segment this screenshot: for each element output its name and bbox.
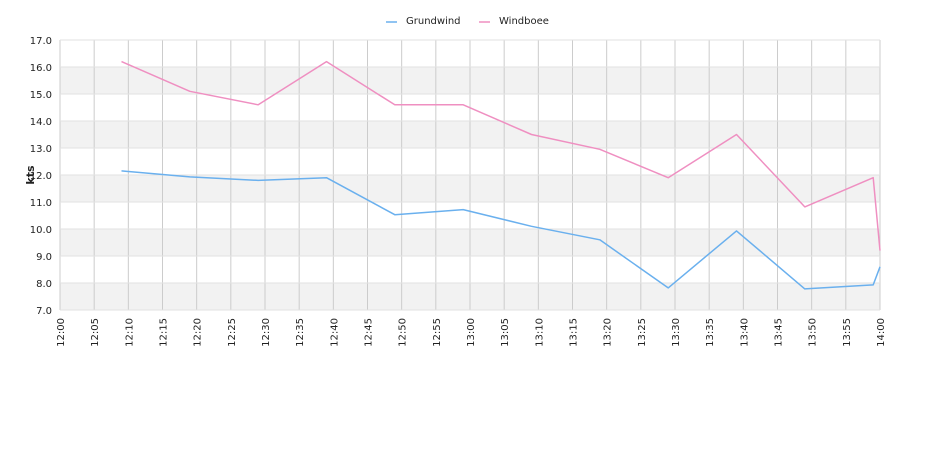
- x-tick-label: 12:40: [329, 318, 340, 347]
- x-tick-label: 13:35: [705, 318, 716, 347]
- y-tick-label: 7.0: [36, 306, 52, 317]
- x-tick-label: 13:55: [842, 318, 853, 347]
- x-tick-label: 13:10: [534, 318, 545, 347]
- x-tick-label: 12:20: [193, 318, 204, 347]
- series-lines: [121, 60, 881, 290]
- y-axis-ticks: 7.0 8.0 9.0 10.0 11.0 12.0 13.0 14.0 15.0 16.0 17.…: [30, 36, 52, 317]
- x-tick-label: 12:35: [295, 318, 306, 347]
- x-tick-label: 12:30: [261, 318, 272, 347]
- x-tick-label: 13:25: [637, 318, 648, 347]
- x-tick-label: 12:55: [432, 318, 443, 347]
- legend-item-grundwind[interactable]: Grundwind: [386, 16, 461, 27]
- y-tick-label: 10.0: [30, 225, 52, 236]
- y-tick-label: 13.0: [30, 144, 52, 155]
- x-tick-label: 12:50: [398, 318, 409, 347]
- legend-item-windboee[interactable]: Windboee: [479, 16, 549, 27]
- x-tick-label: 12:00: [56, 318, 67, 347]
- x-tick-label: 13:05: [500, 318, 511, 347]
- y-tick-label: 16.0: [30, 63, 52, 74]
- y-tick-label: 9.0: [36, 252, 52, 263]
- y-tick-label: 17.0: [30, 36, 52, 47]
- y-axis-title: kts: [24, 165, 37, 185]
- series-line-windboee: [121, 60, 881, 251]
- x-tick-label: 13:15: [569, 318, 580, 347]
- x-tick-label: 14:00: [876, 318, 887, 347]
- x-tick-label: 13:20: [603, 318, 614, 347]
- y-tick-label: 15.0: [30, 90, 52, 101]
- x-axis-ticks: 12:00 12:05 12:10 12:15 12:20 12:25 12:30 12:35…: [56, 318, 887, 347]
- x-tick-label: 13:00: [466, 318, 477, 347]
- x-tick-label: 13:50: [808, 318, 819, 347]
- x-tick-label: 13:30: [671, 318, 682, 347]
- y-tick-label: 12.0: [30, 171, 52, 182]
- y-tick-label: 14.0: [30, 117, 52, 128]
- horizontal-gridlines: [60, 39, 880, 311]
- y-tick-label: 8.0: [36, 279, 52, 290]
- legend-label: Grundwind: [406, 16, 461, 27]
- legend-label: Windboee: [499, 16, 549, 27]
- y-tick-label: 11.0: [30, 198, 52, 209]
- x-tick-label: 12:15: [159, 318, 170, 347]
- x-tick-label: 13:40: [739, 318, 750, 347]
- x-tick-label: 12:25: [227, 318, 238, 347]
- x-tick-label: 12:10: [124, 318, 135, 347]
- x-tick-label: 13:45: [774, 318, 785, 347]
- legend[interactable]: Grundwind Windboee: [386, 16, 549, 27]
- x-tick-label: 12:05: [90, 318, 101, 347]
- x-tick-label: 12:45: [364, 318, 375, 347]
- series-line-grundwind: [121, 170, 881, 290]
